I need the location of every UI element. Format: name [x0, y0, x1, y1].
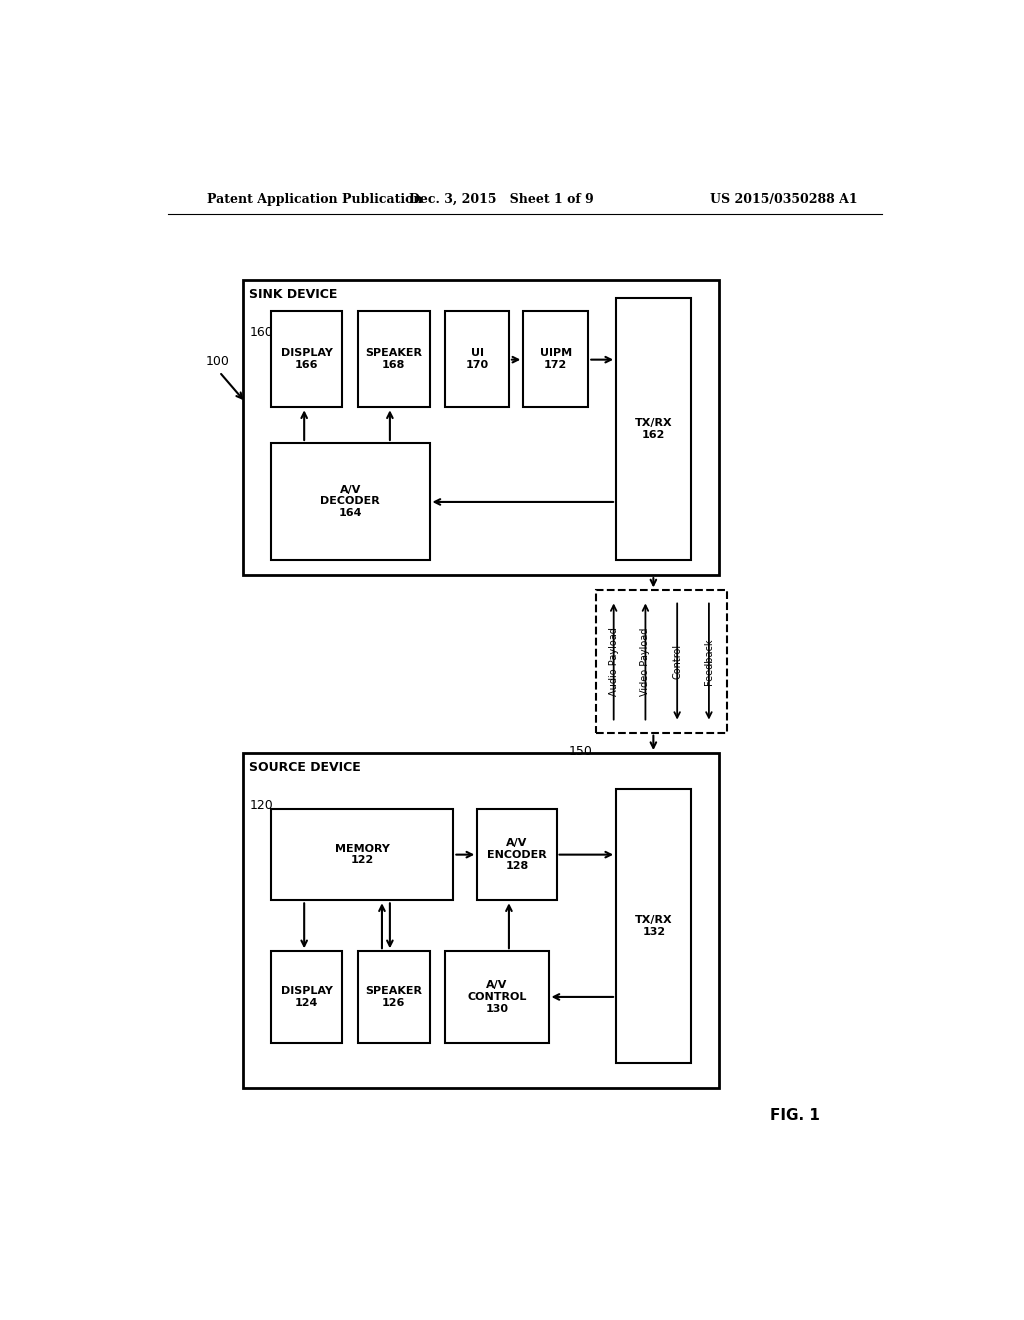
Bar	[445, 952, 549, 1043]
Bar	[616, 788, 691, 1063]
Bar	[523, 312, 588, 408]
Bar	[270, 444, 430, 560]
Text: 150: 150	[568, 744, 592, 758]
Text: SOURCE DEVICE: SOURCE DEVICE	[250, 762, 361, 774]
Text: SPEAKER
126: SPEAKER 126	[366, 986, 422, 1007]
Text: Patent Application Publication: Patent Application Publication	[207, 193, 423, 206]
Text: UIPM
172: UIPM 172	[540, 348, 571, 370]
Bar	[270, 809, 454, 900]
Text: 100: 100	[206, 355, 229, 368]
Text: TX/RX
132: TX/RX 132	[635, 915, 673, 937]
Text: Video Payload: Video Payload	[640, 627, 650, 696]
Bar	[358, 312, 430, 408]
Bar	[243, 280, 719, 576]
Text: US 2015/0350288 A1: US 2015/0350288 A1	[711, 193, 858, 206]
Text: A/V
CONTROL
130: A/V CONTROL 130	[467, 981, 526, 1014]
Bar	[477, 809, 557, 900]
Text: SPEAKER
168: SPEAKER 168	[366, 348, 422, 370]
Bar	[243, 752, 719, 1089]
Text: A/V
DECODER
164: A/V DECODER 164	[321, 484, 380, 517]
Bar	[616, 297, 691, 560]
Bar	[358, 952, 430, 1043]
Bar	[596, 590, 727, 733]
Bar	[445, 312, 509, 408]
Bar	[270, 312, 342, 408]
Text: FIG. 1: FIG. 1	[770, 1109, 819, 1123]
Text: Control: Control	[672, 644, 682, 678]
Text: 120: 120	[250, 799, 273, 812]
Text: TX/RX
162: TX/RX 162	[635, 418, 673, 440]
Text: UI
170: UI 170	[466, 348, 488, 370]
Text: Audio Payload: Audio Payload	[608, 627, 618, 696]
Text: DISPLAY
124: DISPLAY 124	[281, 986, 333, 1007]
Text: Feedback: Feedback	[703, 639, 714, 685]
Text: Dec. 3, 2015   Sheet 1 of 9: Dec. 3, 2015 Sheet 1 of 9	[409, 193, 593, 206]
Text: MEMORY
122: MEMORY 122	[335, 843, 389, 866]
Bar	[270, 952, 342, 1043]
Text: DISPLAY
166: DISPLAY 166	[281, 348, 333, 370]
Text: SINK DEVICE: SINK DEVICE	[250, 289, 338, 301]
Text: 160: 160	[250, 326, 273, 339]
Text: A/V
ENCODER
128: A/V ENCODER 128	[487, 838, 547, 871]
